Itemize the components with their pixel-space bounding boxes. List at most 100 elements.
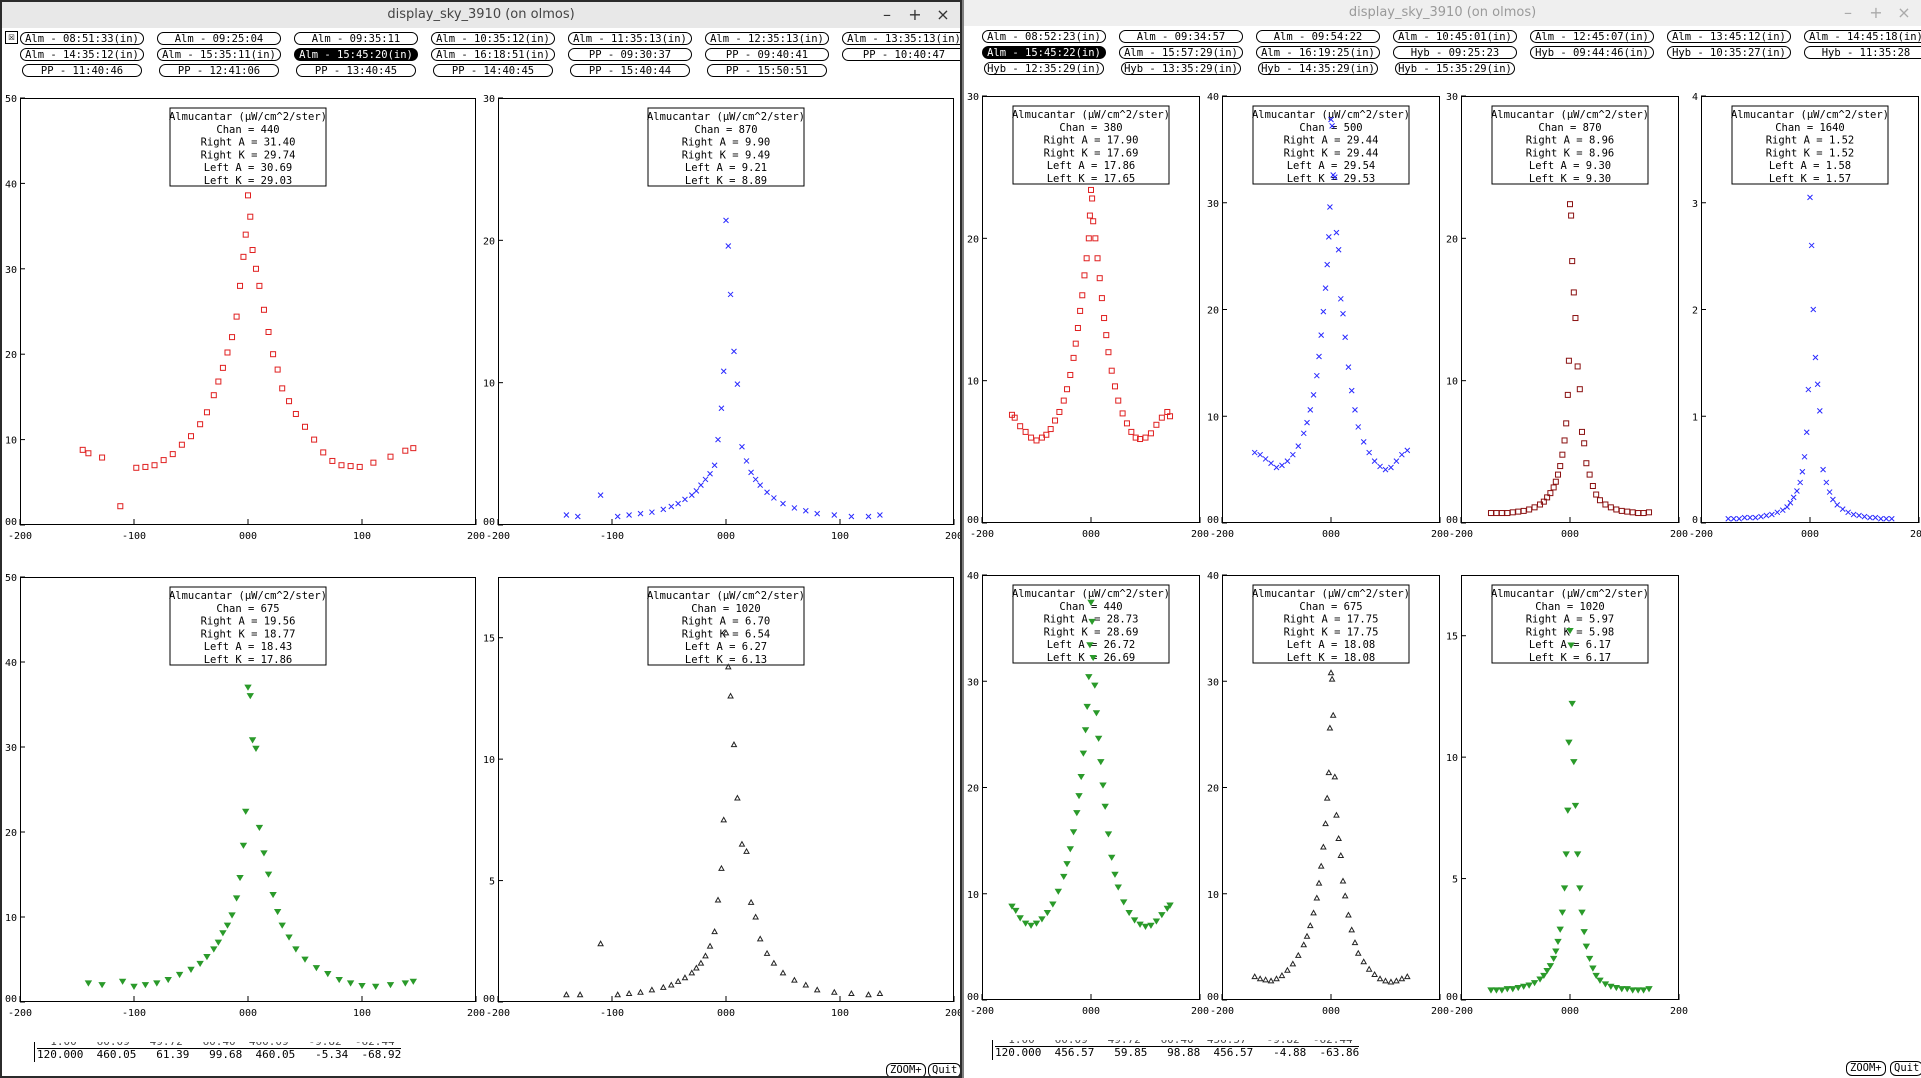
data-point [1607, 983, 1615, 990]
time-select-button[interactable]: PP - 09:40:41 [705, 48, 829, 61]
scatter-plot[interactable]: 00 10 20 30 -200 000 200 Almucantar (µW/cm^2/st… [1446, 92, 1688, 540]
time-select-button[interactable]: Hyb - 09:44:46(in) [1530, 46, 1654, 59]
time-select-button[interactable]: Alm - 12:45:07(in) [1530, 30, 1654, 43]
data-point [707, 470, 713, 477]
close-button[interactable]: × [936, 5, 950, 24]
y-tick-label: 10 [5, 436, 17, 447]
time-select-button[interactable]: Alm - 16:19:25(in) [1256, 46, 1380, 59]
x-tick-label: -100 [600, 1008, 624, 1019]
time-select-button[interactable]: Alm - 09:34:57 [1119, 30, 1243, 43]
legend-box: Almucantar (µW/cm^2/ster)Chan = 500Right… [1252, 105, 1410, 185]
maximize-button[interactable]: + [908, 5, 922, 24]
time-select-button[interactable]: PP - 14:40:45 [433, 64, 553, 77]
data-point [1596, 497, 1603, 504]
y-tick-label: 30 [1207, 199, 1219, 210]
scatter-plot[interactable]: 00 10 20 30 40 50 -200 -100 000 100 200 Almucantar … [5, 573, 485, 1019]
zoom-button[interactable]: ZOOM+ [886, 1063, 926, 1076]
zoom-button[interactable]: ZOOM+ [1846, 1061, 1886, 1076]
close-button[interactable]: × [1897, 3, 1911, 22]
data-point [1799, 468, 1806, 475]
time-select-button[interactable]: Alm - 15:45:22(in) [982, 46, 1106, 59]
data-point [1365, 965, 1373, 972]
data-point [1861, 513, 1868, 520]
time-select-button[interactable]: PP - 12:41:06 [159, 64, 279, 77]
scatter-plot[interactable]: 00 5 10 15 -200 000 200 Almucantar (µW/cm^2/ste… [1446, 575, 1688, 1017]
legend-title: Almucantar (µW/cm^2/ster) [1491, 588, 1649, 600]
title-bar[interactable]: display_sky_3910 (on olmos) – + × [2, 2, 960, 29]
data-point [246, 693, 254, 700]
legend-left-k: Left K = 8.89 [685, 175, 767, 187]
legend-left-k: Left K = 26.69 [1047, 652, 1136, 664]
data-point [848, 989, 855, 996]
time-select-button[interactable]: Alm - 09:35:11 [294, 32, 418, 45]
close-box-icon[interactable]: ☒ [5, 31, 18, 44]
time-select-button[interactable]: Alm - 10:45:01(in) [1393, 30, 1517, 43]
time-select-button[interactable]: Alm - 09:25:04 [157, 32, 281, 45]
time-select-button[interactable]: Hyb - 09:25:23 [1393, 46, 1517, 59]
data-point [1152, 918, 1161, 925]
y-tick-label: 15 [1446, 632, 1458, 643]
time-select-button[interactable]: Alm - 13:45:12(in) [1667, 30, 1791, 43]
data-point [1850, 511, 1857, 518]
data-point [1089, 654, 1097, 662]
time-select-button[interactable]: Alm - 13:35:13(in) [842, 32, 960, 45]
data-point [1089, 195, 1096, 202]
time-select-button[interactable]: Alm - 11:35:13(in) [568, 32, 692, 45]
data-point [718, 864, 725, 871]
data-point [1877, 515, 1884, 522]
time-select-button[interactable]: Alm - 15:45:20(in) [294, 48, 418, 61]
scatter-plot[interactable]: 00 10 20 30 40 -200 000 200 Almucantar (µW/cm^2/… [1207, 92, 1449, 540]
time-select-button[interactable]: Hyb - 11:35:28 [1804, 46, 1921, 59]
time-select-button[interactable]: Hyb - 10:35:27(in) [1667, 46, 1791, 59]
data-point [771, 495, 777, 501]
time-select-button[interactable]: Alm - 14:45:18(in) [1804, 30, 1921, 43]
quit-button[interactable]: Quit [1890, 1061, 1921, 1076]
x-tick-label: 200 [1670, 1006, 1688, 1017]
data-point [1331, 174, 1338, 180]
scatter-plot[interactable]: 0 1 2 3 4 -200 000 200 Almucantar (µW/cm^2/ster)… [1689, 92, 1921, 540]
scatter-plot[interactable]: 00 10 20 30 -200 000 200 Almucantar (µW/cm^2/st… [967, 92, 1209, 540]
data-point [196, 960, 204, 968]
time-select-button[interactable]: Hyb - 14:35:29(in) [1258, 62, 1378, 75]
quit-button[interactable]: Quit [928, 1063, 960, 1076]
time-select-button[interactable]: PP - 11:40:46 [22, 64, 142, 77]
scatter-plot[interactable]: 00 10 20 30 40 50 -200 -100 000 100 200 Almucantar … [5, 94, 485, 542]
scatter-plot[interactable]: 00 5 10 15 -200 -100 000 100 200 Almucantar (µW/c… [483, 577, 960, 1019]
data-point [1125, 909, 1133, 917]
data-point [1366, 449, 1373, 456]
data-point [1022, 428, 1029, 435]
data-point [1393, 458, 1400, 464]
time-select-button[interactable]: Hyb - 15:35:29(in) [1395, 62, 1515, 75]
data-point [312, 965, 321, 972]
title-bar[interactable]: display_sky_3910 (on olmos) – + × [964, 0, 1921, 27]
time-select-button[interactable]: PP - 15:50:51 [707, 64, 827, 77]
time-select-button[interactable]: Alm - 15:35:11(in) [157, 48, 281, 61]
time-select-button[interactable]: Alm - 10:35:12(in) [431, 32, 555, 45]
time-select-button[interactable]: Alm - 12:35:13(in) [705, 32, 829, 45]
time-select-button[interactable]: PP - 10:40:47 [842, 48, 960, 61]
data-point [187, 966, 195, 973]
time-select-button[interactable]: PP - 15:40:44 [570, 64, 690, 77]
time-select-button[interactable]: Alm - 08:51:33(in) [20, 32, 144, 45]
minimize-button[interactable]: – [883, 5, 891, 24]
data-point [255, 824, 264, 832]
time-select-button[interactable]: Alm - 14:35:12(in) [20, 48, 144, 61]
scatter-plot[interactable]: 00 10 20 30 -200 -100 000 100 200 Almucantar (µW/… [483, 94, 960, 542]
data-point [1552, 948, 1560, 955]
time-select-button[interactable]: Hyb - 12:35:29(in) [984, 62, 1104, 75]
time-select-button[interactable]: Alm - 16:18:51(in) [431, 48, 555, 61]
time-select-button[interactable]: Alm - 09:54:22 [1256, 30, 1380, 43]
data-point [248, 737, 257, 744]
time-select-button[interactable]: Alm - 15:57:29(in) [1119, 46, 1243, 59]
scatter-plot[interactable]: 00 10 20 30 40 -200 000 200 Almucantar (µW/cm^2/… [1207, 571, 1449, 1017]
time-select-button[interactable]: PP - 09:30:37 [568, 48, 692, 61]
time-select-button[interactable]: PP - 13:40:45 [296, 64, 416, 77]
minimize-button[interactable]: – [1844, 3, 1852, 22]
time-select-button[interactable]: Hyb - 13:35:29(in) [1121, 62, 1241, 75]
scatter-plot[interactable]: 00 10 20 30 40 -200 000 200 Almucantar (µW/cm^2/… [967, 571, 1209, 1017]
data-point [1047, 426, 1054, 433]
maximize-button[interactable]: + [1869, 3, 1883, 22]
x-tick-label: 200 [945, 531, 962, 542]
y-tick-label: 10 [1207, 890, 1219, 901]
time-select-button[interactable]: Alm - 08:52:23(in) [982, 30, 1106, 43]
